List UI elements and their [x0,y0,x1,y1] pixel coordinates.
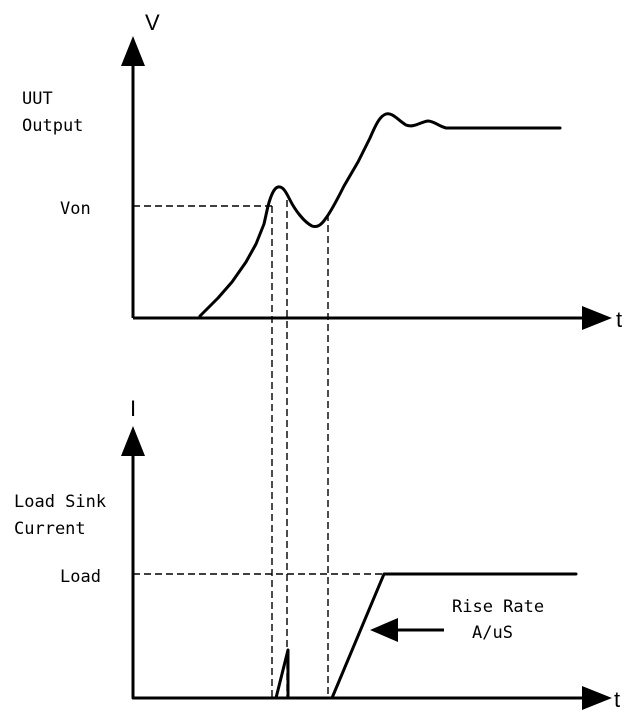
bottom-y-axis-arrowhead [121,426,145,456]
top-y-axis-arrowhead [121,36,145,66]
bottom-x-axis-symbol: t [614,687,620,712]
top-y-axis-symbol: V [145,10,160,35]
bottom-y-label-line2: Current [14,519,86,539]
top-x-axis-arrowhead [582,306,612,330]
top-y-label-line1: UUT [22,89,53,109]
uut-output-curve [198,112,562,318]
top-y-label-line2: Output [22,116,83,136]
bottom-y-label-line1: Load Sink [14,492,106,512]
current-spike [274,648,290,700]
top-x-axis-symbol: t [616,307,622,332]
rise-rate-label-line1: Rise Rate [452,597,544,617]
von-level-label: Von [60,199,91,219]
rise-rate-arrowhead [370,618,398,642]
load-sink-current-ramp [131,572,578,700]
load-level-label: Load [60,567,101,587]
bottom-y-axis-symbol: I [130,396,136,421]
rise-rate-label-line2: A/uS [472,623,513,643]
bottom-x-axis-arrowhead [582,686,612,710]
